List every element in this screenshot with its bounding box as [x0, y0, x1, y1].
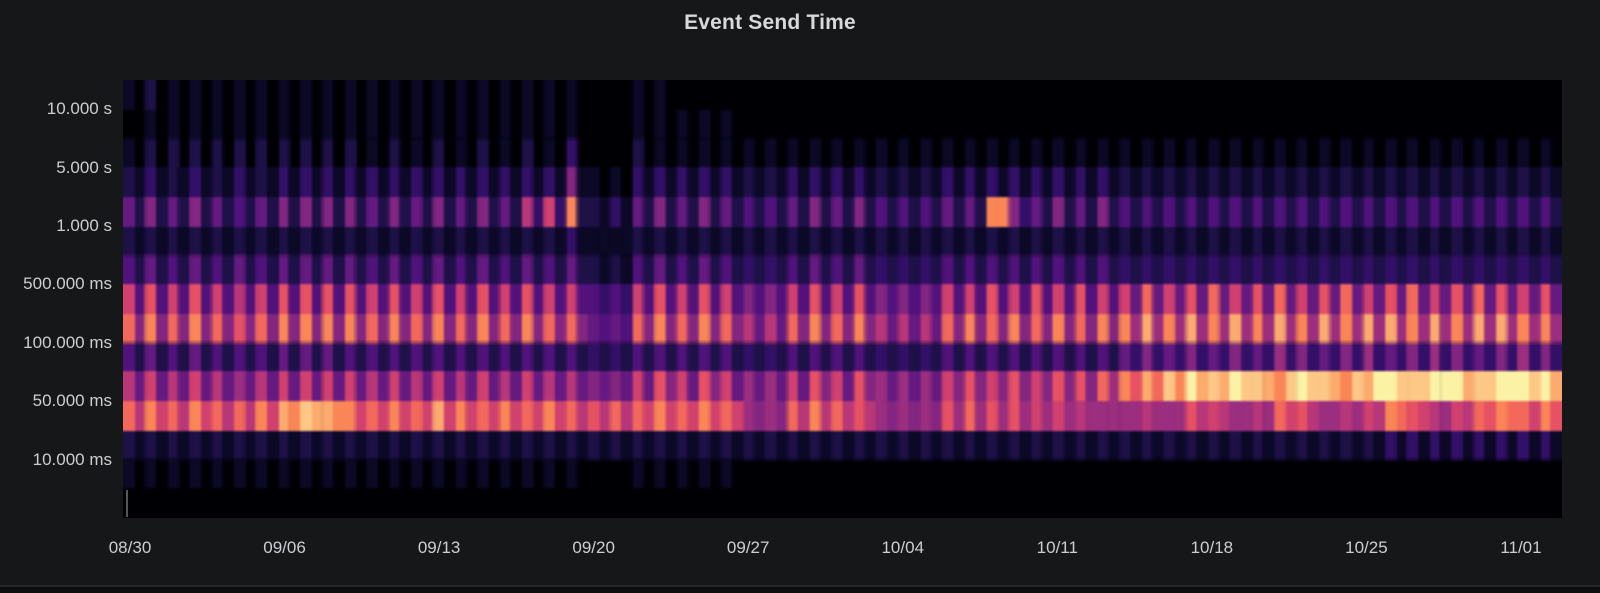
- y-axis-label: 500.000 ms: [23, 274, 112, 294]
- heatmap-canvas[interactable]: [123, 80, 1562, 518]
- x-axis-label: 09/27: [726, 538, 770, 557]
- x-axis-label: 09/06: [263, 538, 306, 557]
- y-axis-bottom-tick: [126, 490, 128, 517]
- x-axis-label: 10/11: [1036, 538, 1078, 557]
- y-axis-label: 5.000 s: [56, 157, 112, 177]
- plot-area[interactable]: [123, 80, 1562, 518]
- x-axis-label: 11/01: [1500, 538, 1542, 557]
- x-axis-label: 10/25: [1345, 538, 1388, 557]
- x-axis-label: 08/30: [108, 538, 152, 557]
- page-bottom-strip: [0, 587, 1600, 593]
- x-axis-label: 10/18: [1190, 538, 1234, 557]
- y-axis-label: 50.000 ms: [32, 391, 112, 411]
- y-axis-label: 10.000 s: [46, 99, 112, 119]
- y-axis-label: 1.000 s: [56, 216, 112, 235]
- y-axis-label: 10.000 ms: [32, 449, 112, 469]
- x-axis-label: 09/13: [417, 538, 461, 557]
- panel-title[interactable]: Event Send Time: [684, 11, 856, 34]
- y-axis-label: 100.000 ms: [23, 332, 112, 352]
- x-axis-label: 09/20: [572, 538, 615, 557]
- panel-bottom-border: [0, 585, 1600, 587]
- x-axis-label: 10/04: [881, 538, 925, 557]
